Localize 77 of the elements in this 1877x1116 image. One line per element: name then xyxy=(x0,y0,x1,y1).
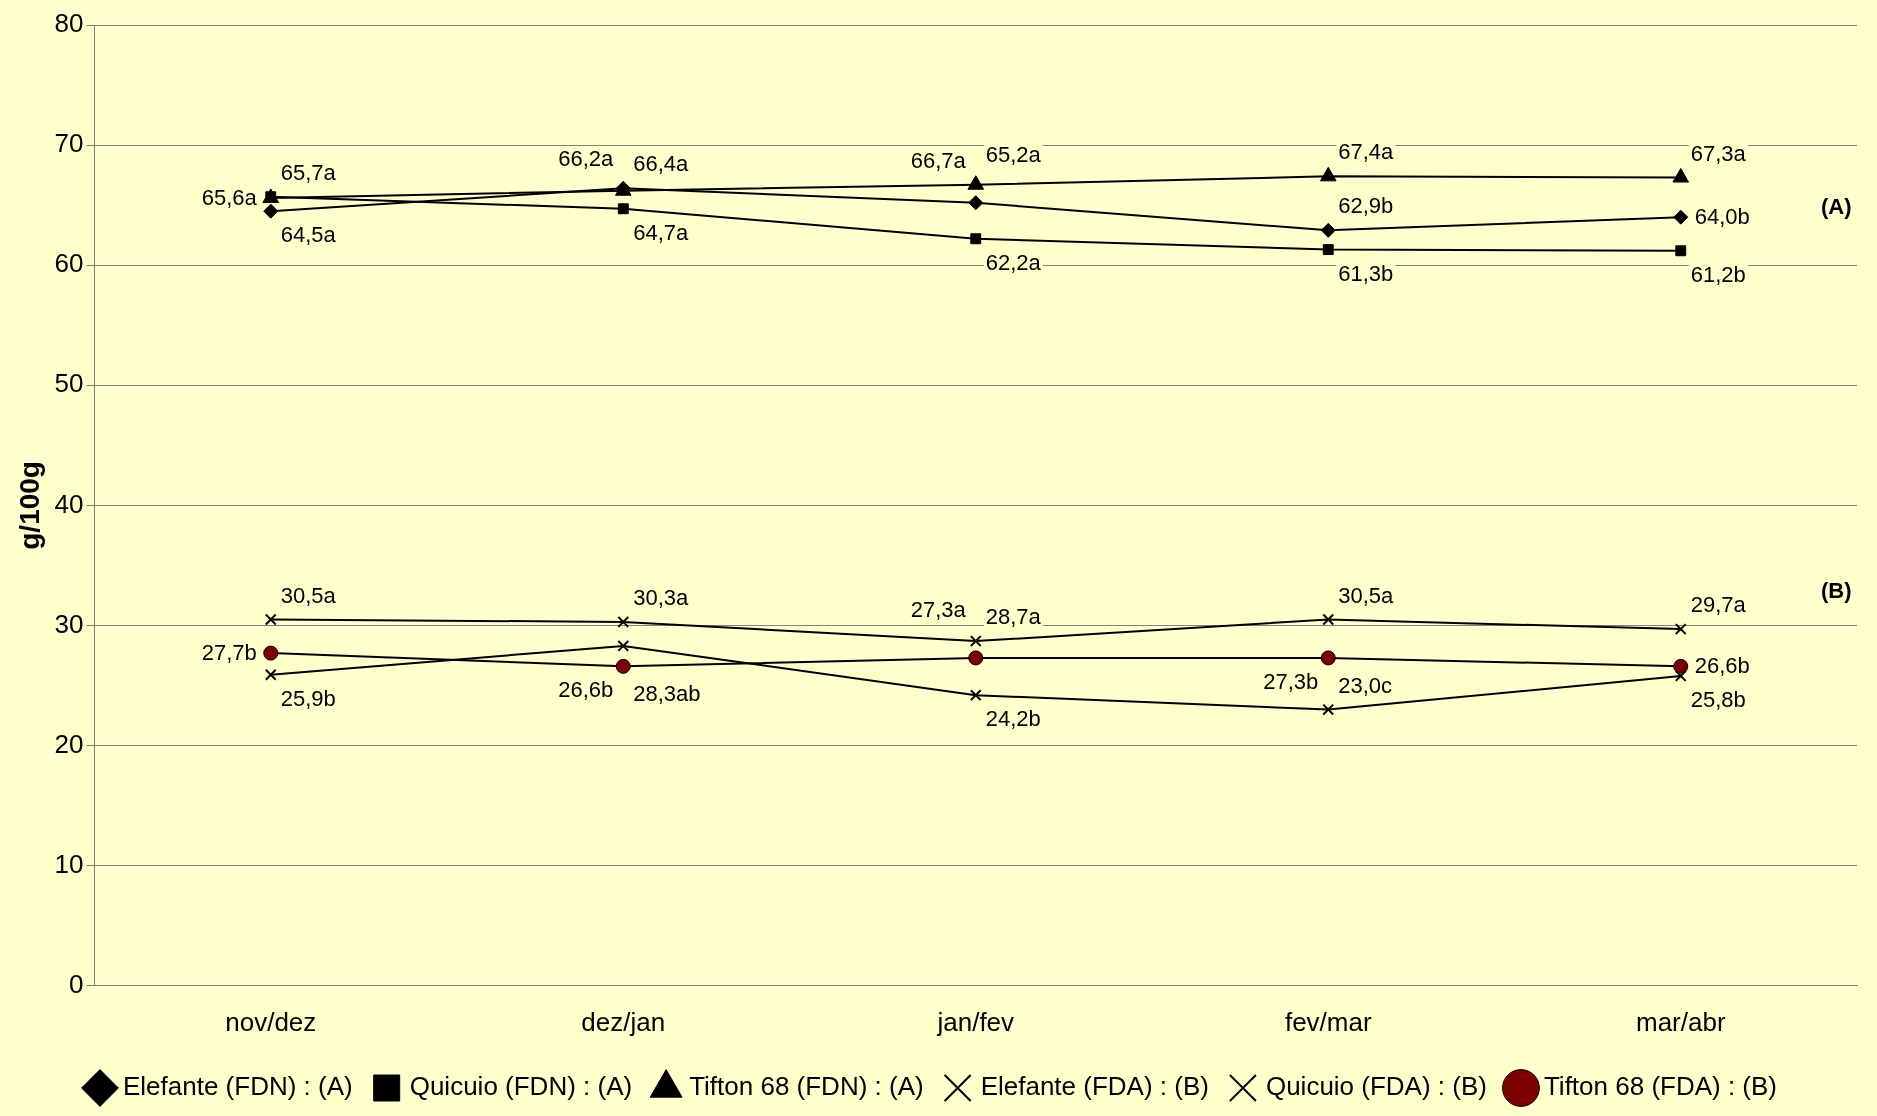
data-label: 62,2a xyxy=(985,249,1042,275)
point xyxy=(1673,658,1689,674)
y-tick-label: 60 xyxy=(54,248,84,279)
annotation: (A) xyxy=(1821,193,1852,219)
point xyxy=(970,233,982,245)
data-label: 65,2a xyxy=(985,141,1042,167)
data-label: 29,7a xyxy=(1690,592,1747,618)
data-label: 62,9b xyxy=(1338,193,1394,219)
legend-label: Tifton 68 (FDN) : (A) xyxy=(689,1071,924,1102)
data-label: 64,5a xyxy=(280,222,337,248)
point xyxy=(1672,168,1690,183)
data-label: 25,8b xyxy=(1690,687,1746,712)
y-tick-label: 80 xyxy=(54,8,84,39)
y-tick-label: 70 xyxy=(54,128,84,159)
data-label: 24,2b xyxy=(985,706,1041,732)
data-label: 67,3a xyxy=(1690,140,1747,166)
data-label: 26,6b xyxy=(1694,653,1750,679)
point xyxy=(1674,669,1687,682)
data-label: 64,7a xyxy=(633,219,690,245)
data-label: 66,2a xyxy=(558,145,615,171)
point xyxy=(1320,650,1336,666)
data-label: 61,2b xyxy=(1690,261,1746,287)
point xyxy=(263,645,279,661)
point xyxy=(1674,623,1687,636)
legend-label: Elefante (FDN) : (A) xyxy=(122,1071,353,1102)
data-label: 67,4a xyxy=(1338,139,1395,165)
point xyxy=(264,613,277,626)
y-tick-label: 20 xyxy=(54,728,84,759)
x-tick-label: nov/dez xyxy=(225,1006,317,1037)
y-tick-label: 0 xyxy=(69,968,84,999)
data-label: 28,3ab xyxy=(633,680,701,706)
point xyxy=(1675,245,1687,257)
point xyxy=(615,658,631,674)
legend-label: Elefante (FDA) : (B) xyxy=(980,1071,1209,1102)
data-label: 25,9b xyxy=(280,685,336,711)
data-label: 26,6b xyxy=(558,677,614,703)
data-label: 28,7a xyxy=(985,604,1042,630)
data-label: 61,3b xyxy=(1338,260,1394,286)
legend-label: Quicuio (FDN) : (A) xyxy=(409,1071,633,1102)
point xyxy=(1322,613,1335,626)
x-tick-label: mar/abr xyxy=(1635,1006,1726,1037)
legend-label: Quicuio (FDA) : (B) xyxy=(1265,1071,1487,1102)
legend-label: Tifton 68 (FDA) : (B) xyxy=(1543,1071,1778,1102)
data-label: 27,3a xyxy=(910,596,967,622)
x-tick-label: dez/jan xyxy=(581,1006,666,1037)
point xyxy=(1320,222,1336,238)
y-axis-title: g/100g xyxy=(13,461,45,550)
data-label: 65,7a xyxy=(280,159,337,185)
y-tick-label: 50 xyxy=(54,368,84,399)
data-label: 27,7b xyxy=(201,640,257,666)
data-label: 27,3b xyxy=(1263,668,1319,694)
point xyxy=(617,615,630,628)
y-tick-label: 30 xyxy=(54,608,84,639)
point xyxy=(1322,244,1334,256)
data-label: 30,5a xyxy=(280,582,337,608)
point xyxy=(264,668,277,681)
data-label: 30,5a xyxy=(1338,582,1395,608)
point xyxy=(968,650,984,666)
annotation: (B) xyxy=(1821,577,1852,603)
x-tick-label: jan/fev xyxy=(936,1006,1015,1037)
point xyxy=(617,639,630,652)
y-tick-label: 10 xyxy=(54,848,84,879)
point xyxy=(968,195,984,211)
point xyxy=(1673,209,1689,225)
point xyxy=(969,635,982,648)
data-label: 65,6a xyxy=(201,185,258,211)
point xyxy=(263,203,279,219)
point xyxy=(969,689,982,702)
data-label: 66,4a xyxy=(633,151,690,177)
data-label: 30,3a xyxy=(633,584,690,610)
data-label: 64,0b xyxy=(1694,204,1750,230)
y-tick-label: 40 xyxy=(54,488,84,519)
point xyxy=(617,203,629,215)
data-label: 66,7a xyxy=(910,147,967,173)
x-tick-label: fev/mar xyxy=(1284,1006,1372,1037)
point xyxy=(1322,703,1335,716)
data-label: 23,0c xyxy=(1338,672,1393,698)
